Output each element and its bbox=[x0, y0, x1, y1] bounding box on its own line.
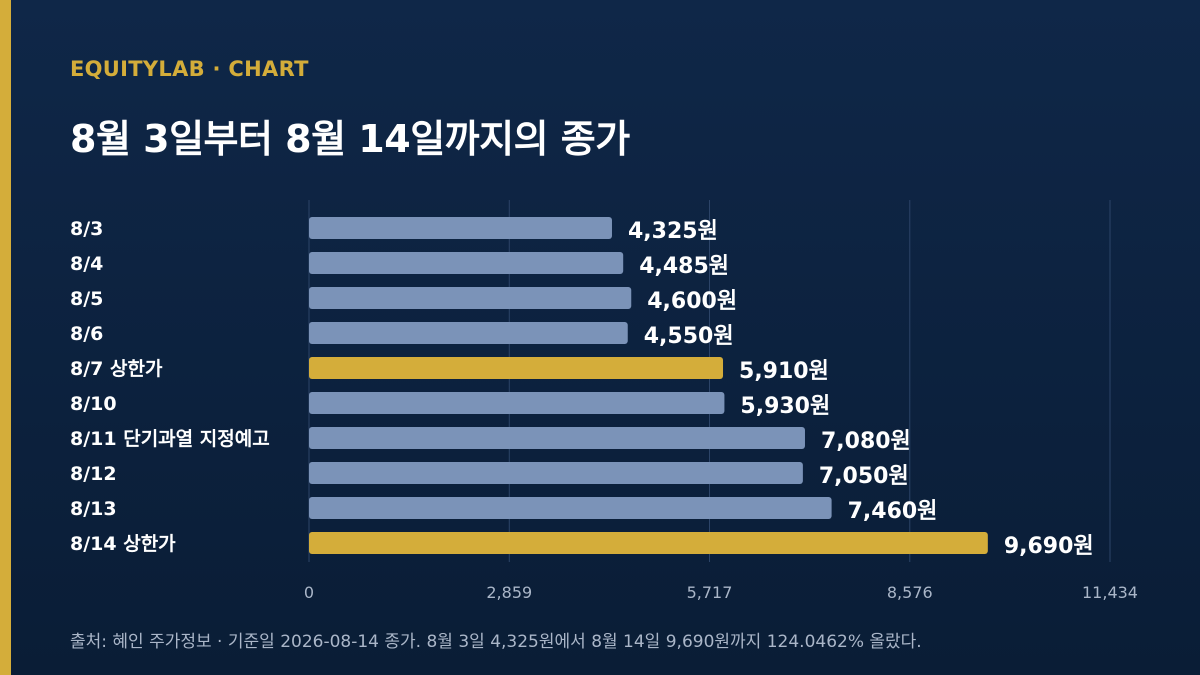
value-label: 4,550원 bbox=[644, 324, 734, 349]
category-label: 8/7 상한가 bbox=[70, 358, 163, 380]
bar bbox=[309, 392, 725, 414]
category-label: 8/12 bbox=[70, 463, 117, 485]
category-label: 8/4 bbox=[70, 253, 103, 275]
value-label: 7,050원 bbox=[819, 464, 909, 489]
x-tick-label: 2,859 bbox=[486, 583, 532, 602]
x-tick-label: 8,576 bbox=[887, 583, 933, 602]
category-label: 8/11 단기과열 지정예고 bbox=[70, 428, 270, 450]
x-tick-label: 0 bbox=[304, 583, 314, 602]
bar bbox=[309, 322, 628, 344]
x-tick-label: 5,717 bbox=[687, 583, 733, 602]
accent-bar bbox=[0, 0, 11, 675]
value-label: 4,485원 bbox=[639, 254, 729, 279]
labels: 8/3 4,325원 8/4 4,485원 8/5 4,600원 8/6 4,550원 8/7 … bbox=[70, 218, 1094, 559]
bars bbox=[309, 217, 988, 554]
bar bbox=[309, 427, 805, 449]
page-title: 8월 3일부터 8월 14일까지의 종가 bbox=[70, 117, 630, 161]
category-label: 8/5 bbox=[70, 288, 103, 310]
category-label: 8/10 bbox=[70, 393, 117, 415]
category-label: 8/14 상한가 bbox=[70, 533, 176, 555]
bar bbox=[309, 217, 612, 239]
bar bbox=[309, 532, 988, 554]
category-label: 8/3 bbox=[70, 218, 103, 240]
bar bbox=[309, 497, 832, 519]
value-label: 7,460원 bbox=[848, 499, 938, 524]
value-label: 4,600원 bbox=[647, 289, 737, 314]
category-label: 8/13 bbox=[70, 498, 117, 520]
category-label: 8/6 bbox=[70, 323, 103, 345]
eyebrow-label: EQUITYLAB · CHART bbox=[70, 57, 309, 81]
bar bbox=[309, 287, 632, 309]
value-label: 5,930원 bbox=[740, 394, 830, 419]
bar bbox=[309, 357, 724, 379]
value-label: 5,910원 bbox=[739, 359, 829, 384]
value-label: 9,690원 bbox=[1004, 534, 1094, 559]
x-axis-ticks: 0 2,859 5,717 8,576 11,434 bbox=[304, 583, 1138, 602]
bar bbox=[309, 462, 803, 484]
value-label: 4,325원 bbox=[628, 219, 718, 244]
bar bbox=[309, 252, 624, 274]
source-note: 출처: 혜인 주가정보 · 기준일 2026-08-14 종가. 8월 3일 4… bbox=[70, 632, 922, 652]
x-tick-label: 11,434 bbox=[1082, 583, 1138, 602]
value-label: 7,080원 bbox=[821, 429, 911, 454]
